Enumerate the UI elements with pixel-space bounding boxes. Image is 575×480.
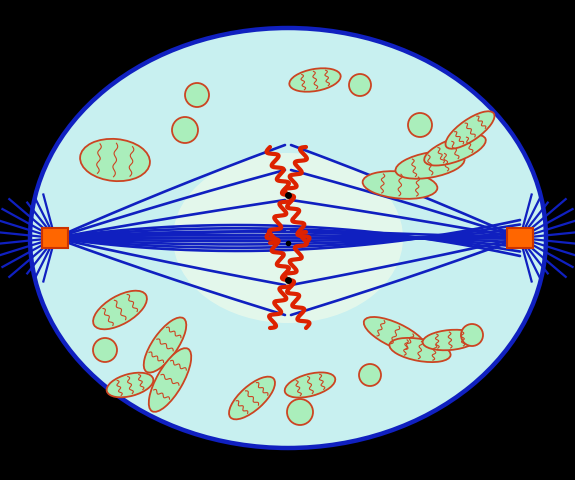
Circle shape [359,364,381,386]
Circle shape [349,74,371,96]
Circle shape [185,83,209,107]
Circle shape [408,113,432,137]
Ellipse shape [285,372,335,397]
FancyBboxPatch shape [42,228,68,248]
Ellipse shape [364,317,426,353]
Circle shape [461,324,483,346]
Ellipse shape [80,139,150,181]
Ellipse shape [389,338,451,362]
Circle shape [93,338,117,362]
Ellipse shape [149,348,191,412]
Ellipse shape [363,171,438,199]
Ellipse shape [396,151,465,179]
Ellipse shape [93,291,147,329]
FancyBboxPatch shape [507,228,533,248]
Ellipse shape [144,317,186,372]
Circle shape [172,117,198,143]
Ellipse shape [229,377,275,420]
Ellipse shape [423,330,477,350]
Circle shape [287,399,313,425]
Ellipse shape [289,68,340,92]
Ellipse shape [446,111,494,149]
Ellipse shape [424,134,486,166]
Ellipse shape [173,153,403,323]
Ellipse shape [106,372,154,397]
Ellipse shape [30,28,546,448]
